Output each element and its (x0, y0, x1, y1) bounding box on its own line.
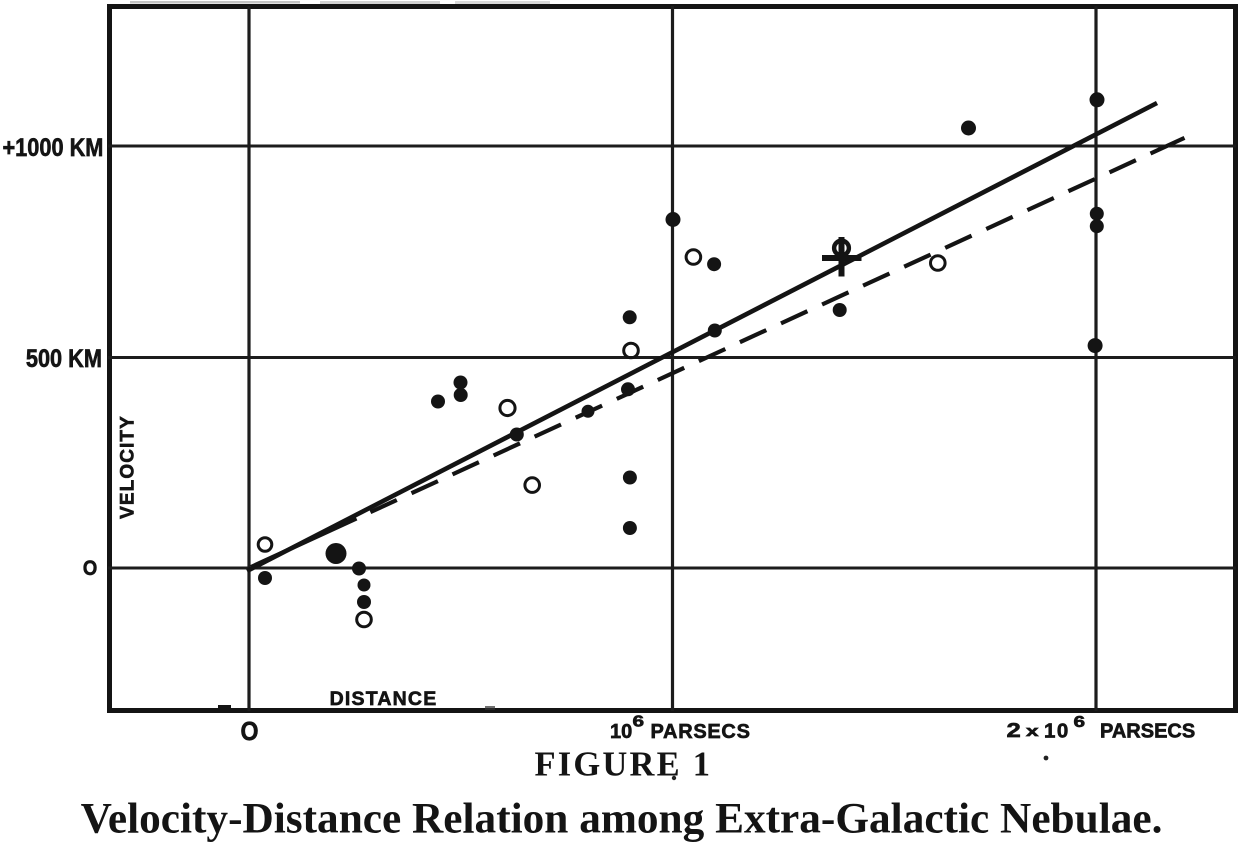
svg-text:O: O (83, 557, 97, 580)
svg-text:PARSECS: PARSECS (651, 721, 751, 743)
svg-text:6: 6 (633, 712, 645, 730)
svg-text:6: 6 (1074, 712, 1086, 730)
svg-text:10: 10 (1044, 720, 1070, 743)
svg-text:PARSECS: PARSECS (1100, 721, 1195, 743)
svg-text:DISTANCE: DISTANCE (330, 688, 438, 710)
svg-text:+1000 KM: +1000 KM (2, 133, 103, 161)
svg-text:Velocity-Distance Relation amo: Velocity-Distance Relation among Extra-G… (81, 794, 1163, 842)
svg-text:500 KM: 500 KM (26, 344, 102, 372)
svg-text:10: 10 (610, 721, 632, 743)
svg-text:O: O (240, 718, 258, 747)
svg-text:FIGURE 1: FIGURE 1 (535, 746, 713, 784)
svg-text:x: x (1026, 723, 1039, 739)
svg-text:2: 2 (1007, 718, 1021, 741)
svg-text:VELOCITY: VELOCITY (118, 415, 139, 519)
